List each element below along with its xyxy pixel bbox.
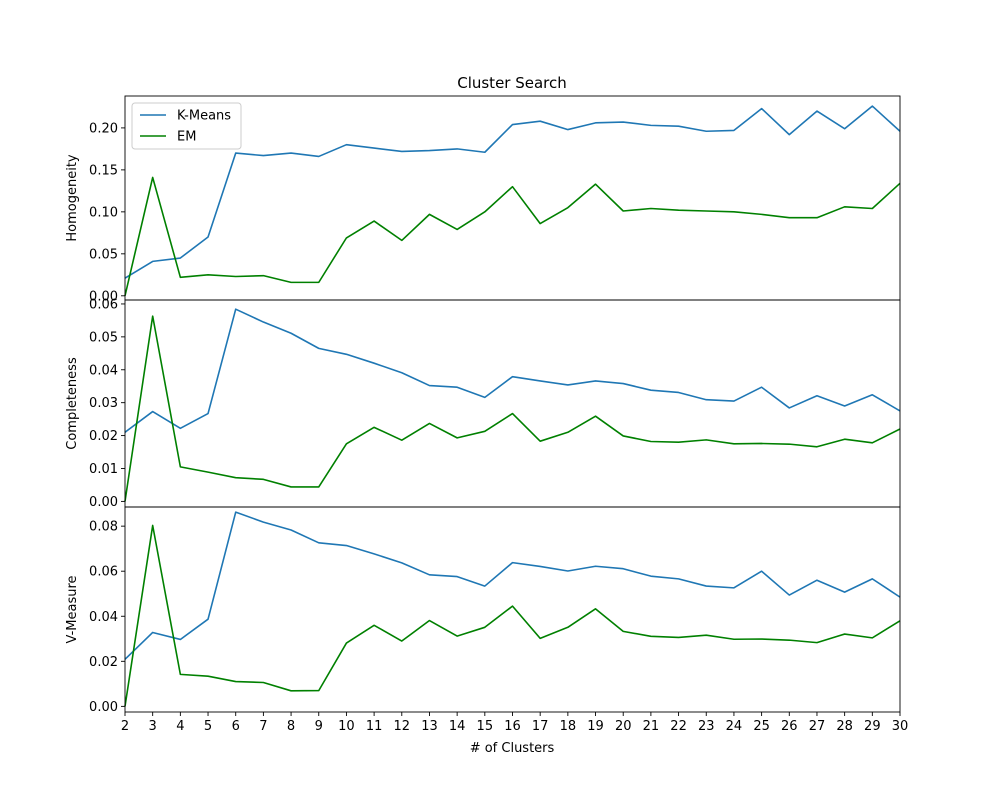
x-tick-label: 29 (864, 719, 881, 734)
x-tick-label: 18 (560, 719, 577, 734)
series-line-em-panel-2 (124, 315, 901, 502)
x-tick-label: 23 (698, 719, 715, 734)
x-tick-label: 14 (449, 719, 466, 734)
series-line-em-panel-1 (124, 176, 901, 296)
x-tick-label: 22 (670, 719, 687, 734)
y-tick-label: 0.02 (89, 429, 118, 444)
y-tick-label: 0.03 (89, 396, 118, 411)
legend-entry-em: EM (177, 130, 196, 145)
y-axis-label-panel-1: Homogeneity (65, 154, 80, 242)
y-tick-label: 0.10 (89, 205, 118, 220)
y-tick-label: 0.20 (89, 121, 118, 136)
x-tick-label: 17 (532, 719, 549, 734)
y-tick-label: 0.04 (89, 610, 118, 625)
x-tick-label: 13 (421, 719, 438, 734)
x-tick-label: 16 (504, 719, 521, 734)
x-tick-label: 28 (836, 719, 853, 734)
panel-1: 0.00 0.05 0.10 0.15 0.20 Homogeneity (65, 95, 901, 304)
y-tick-label: 0.06 (89, 565, 118, 580)
chart-title: Cluster Search (457, 74, 567, 92)
x-tick-label: 9 (315, 719, 323, 734)
y-tick-label: 0.00 (89, 289, 118, 304)
x-tick-label: 2 (121, 719, 129, 734)
x-tick-label: 24 (726, 719, 743, 734)
series-line-em-panel-3 (124, 524, 901, 707)
y-tick-label: 0.05 (89, 330, 118, 345)
y-tick-label: 0.06 (89, 297, 118, 312)
x-tick-label: 15 (477, 719, 494, 734)
legend: K-Means EM (131, 102, 242, 150)
x-tick-label: 26 (781, 719, 798, 734)
x-tick-label: 7 (259, 719, 267, 734)
y-tick-label: 0.00 (89, 700, 118, 715)
x-tick-label: 12 (394, 719, 411, 734)
x-tick-label: 20 (615, 719, 632, 734)
legend-entry-k-means: K-Means (177, 109, 231, 124)
x-tick-label: 21 (643, 719, 660, 734)
x-tick-label: 5 (204, 719, 212, 734)
x-tick-label: 10 (338, 719, 355, 734)
series-line-k-means-panel-3 (124, 511, 901, 660)
panel-2: 0.00 0.01 0.02 0.03 0.04 0.05 0.06 Completeness (65, 297, 901, 510)
series-line-k-means-panel-2 (124, 308, 901, 433)
y-axis-label-panel-3: V-Measure (65, 575, 80, 643)
x-tick-label: 3 (149, 719, 157, 734)
y-tick-label: 0.04 (89, 363, 118, 378)
x-tick-label: 30 (892, 719, 909, 734)
x-tick-label: 11 (366, 719, 383, 734)
y-tick-label: 0.15 (89, 163, 118, 178)
y-axis-label-panel-2: Completeness (65, 357, 80, 450)
y-tick-label: 0.05 (89, 247, 118, 262)
x-tick-label: 25 (753, 719, 770, 734)
y-tick-label: 0.01 (89, 462, 118, 477)
x-tick-label: 6 (232, 719, 240, 734)
x-tick-label: 4 (176, 719, 184, 734)
x-axis-label: # of Clusters (470, 741, 555, 756)
y-tick-label: 0.02 (89, 655, 118, 670)
y-tick-label: 0.00 (89, 495, 118, 510)
series-line-k-means-panel-1 (124, 105, 901, 279)
y-tick-label: 0.08 (89, 520, 118, 535)
x-tick-label: 19 (587, 719, 604, 734)
x-tick-label: 8 (287, 719, 295, 734)
x-tick-label: 27 (809, 719, 826, 734)
